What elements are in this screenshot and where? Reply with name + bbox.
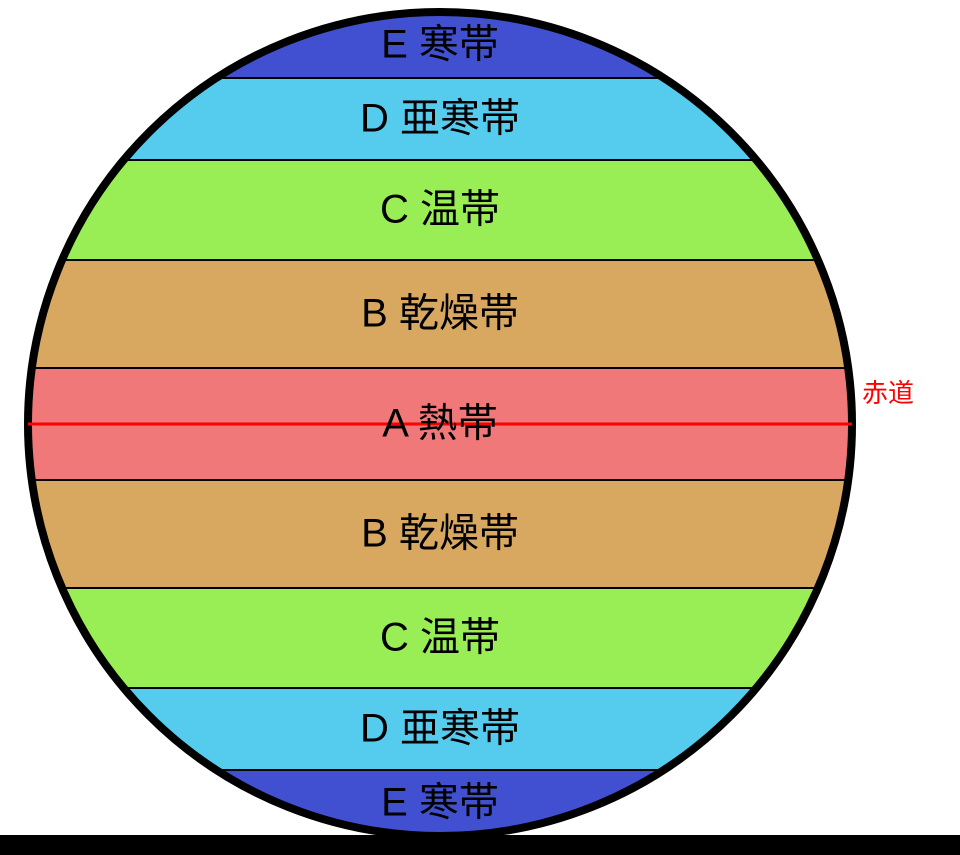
zone-label-e: E 寒帯 xyxy=(381,781,499,825)
bottom-bar xyxy=(0,835,960,855)
zone-label-c: C 温帯 xyxy=(380,616,500,660)
zone-label-d: D 亜寒帯 xyxy=(360,97,520,141)
zone-label-b: B 乾燥帯 xyxy=(361,512,519,556)
diagram-svg: E 寒帯 D 亜寒帯 C 温帯 B 乾燥帯 A 熱帯 B 乾燥帯 C 温帯 D 亜寒帯 E 寒帯… xyxy=(0,0,960,855)
climate-zone-diagram: E 寒帯 D 亜寒帯 C 温帯 B 乾燥帯 A 熱帯 B 乾燥帯 C 温帯 D 亜寒帯 E 寒帯… xyxy=(0,0,960,855)
equator-label: 赤道 xyxy=(862,378,914,408)
zone-label-b: B 乾燥帯 xyxy=(361,292,519,336)
zone-label-c: C 温帯 xyxy=(380,188,500,232)
zone-label-a: A 熱帯 xyxy=(382,402,498,446)
zone-label-e: E 寒帯 xyxy=(381,23,499,67)
zone-label-d: D 亜寒帯 xyxy=(360,707,520,751)
